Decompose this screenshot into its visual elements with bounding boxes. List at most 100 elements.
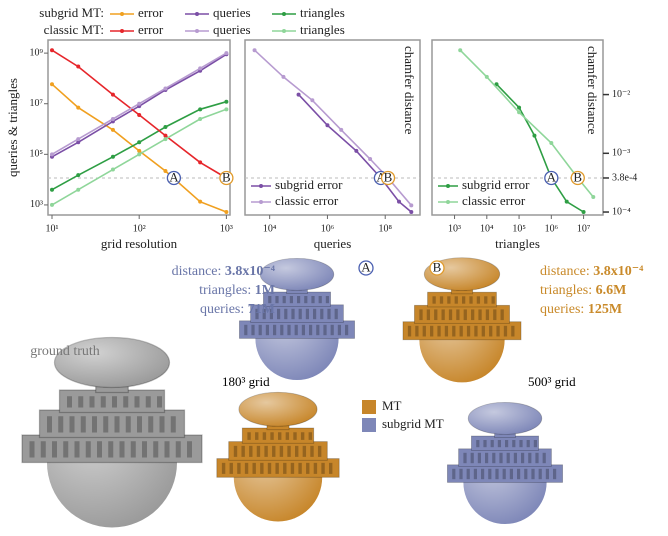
- render-window: [52, 441, 57, 457]
- render-window: [291, 463, 294, 474]
- render-window: [58, 416, 63, 432]
- render-window: [510, 469, 513, 479]
- data-point: [50, 188, 54, 192]
- render-window: [484, 296, 487, 303]
- render-window: [244, 325, 247, 335]
- render-window: [222, 463, 225, 474]
- y2-tick-label: 10⁻³: [612, 148, 630, 159]
- data-point: [591, 195, 595, 199]
- render-window: [499, 453, 502, 463]
- render-window: [297, 296, 300, 303]
- render-window: [459, 469, 462, 479]
- render-window: [295, 325, 298, 335]
- data-point: [111, 117, 115, 121]
- render-window: [306, 309, 309, 319]
- render-window: [295, 446, 298, 457]
- render-window: [452, 469, 455, 479]
- render-window: [112, 396, 117, 407]
- render-window: [103, 416, 108, 432]
- render-window: [251, 325, 254, 335]
- render-window: [241, 446, 244, 457]
- render-marker-label: A: [361, 259, 371, 274]
- stat-value: 3.8x10⁻⁴: [593, 264, 643, 279]
- render-window: [456, 309, 459, 320]
- x-tick-label: 10⁶: [545, 223, 559, 234]
- data-point: [253, 48, 257, 52]
- render-window: [477, 296, 480, 303]
- render-window: [302, 325, 305, 335]
- render-window: [230, 463, 233, 474]
- legend-label: triangles: [300, 22, 345, 37]
- data-point: [111, 93, 115, 97]
- render-window: [115, 416, 120, 432]
- x-tick-label: 10²: [133, 223, 146, 234]
- render-window: [310, 446, 313, 457]
- render-window: [501, 309, 504, 320]
- legend-label: subgrid error: [462, 177, 530, 192]
- data-point: [224, 107, 228, 111]
- annotation-label: B: [573, 169, 582, 184]
- render-window: [474, 326, 477, 337]
- data-point: [111, 128, 115, 132]
- render-window: [469, 296, 472, 303]
- legend-label: error: [138, 22, 164, 37]
- annotation-label: B: [384, 169, 393, 184]
- render-window: [511, 326, 514, 337]
- render-window: [287, 446, 290, 457]
- y2-axis-label: chamfer distance: [402, 46, 417, 135]
- render-window: [280, 446, 283, 457]
- stat-label: distance:: [172, 264, 222, 279]
- stat-label: queries:: [200, 302, 244, 317]
- data-point: [163, 86, 167, 90]
- render-window: [408, 326, 411, 337]
- data-point: [339, 128, 343, 132]
- ground-truth-label: ground truth: [30, 342, 100, 361]
- stat-label: triangles:: [540, 283, 592, 298]
- legend-label: triangles: [300, 5, 345, 20]
- render-window: [507, 453, 510, 463]
- render-window: [67, 396, 72, 407]
- render-window: [81, 416, 86, 432]
- render-window: [514, 453, 517, 463]
- render-marker-label: B: [433, 259, 442, 274]
- render-window: [142, 441, 147, 457]
- render-window: [287, 325, 290, 335]
- render-window: [101, 396, 106, 407]
- y2-tick-label: 10⁻⁴: [612, 206, 631, 217]
- data-point: [368, 157, 372, 161]
- render-window: [306, 463, 309, 474]
- render-window: [504, 326, 507, 337]
- legend-swatch-dot: [195, 12, 199, 16]
- data-point: [224, 210, 228, 214]
- y2-axis-label: chamfer distance: [585, 46, 600, 135]
- data-point: [76, 137, 80, 141]
- render-window: [187, 441, 192, 457]
- render-window: [345, 325, 348, 335]
- legend-swatch-dot: [282, 12, 286, 16]
- render-window: [160, 416, 165, 432]
- legend-swatch-dot: [195, 29, 199, 33]
- render-window: [455, 296, 458, 303]
- render-window: [492, 296, 495, 303]
- render-window: [527, 440, 530, 447]
- legend-label: queries: [213, 5, 251, 20]
- data-point: [76, 106, 80, 110]
- render-window: [338, 325, 341, 335]
- render-window: [303, 446, 306, 457]
- render-window: [263, 432, 266, 440]
- render-window: [316, 325, 319, 335]
- data-point: [198, 117, 202, 121]
- render-window: [462, 296, 465, 303]
- y-tick-label: 10³: [30, 199, 43, 210]
- data-point: [163, 125, 167, 129]
- x-tick-label: 10³: [448, 223, 461, 234]
- render-window: [283, 463, 286, 474]
- data-point: [198, 66, 202, 70]
- render-window: [30, 441, 35, 457]
- y-axis-label: queries & triangles: [5, 78, 20, 177]
- render-window: [70, 416, 75, 432]
- render-window: [47, 416, 52, 432]
- render-window: [329, 463, 332, 474]
- stat-value: 1M: [255, 283, 275, 298]
